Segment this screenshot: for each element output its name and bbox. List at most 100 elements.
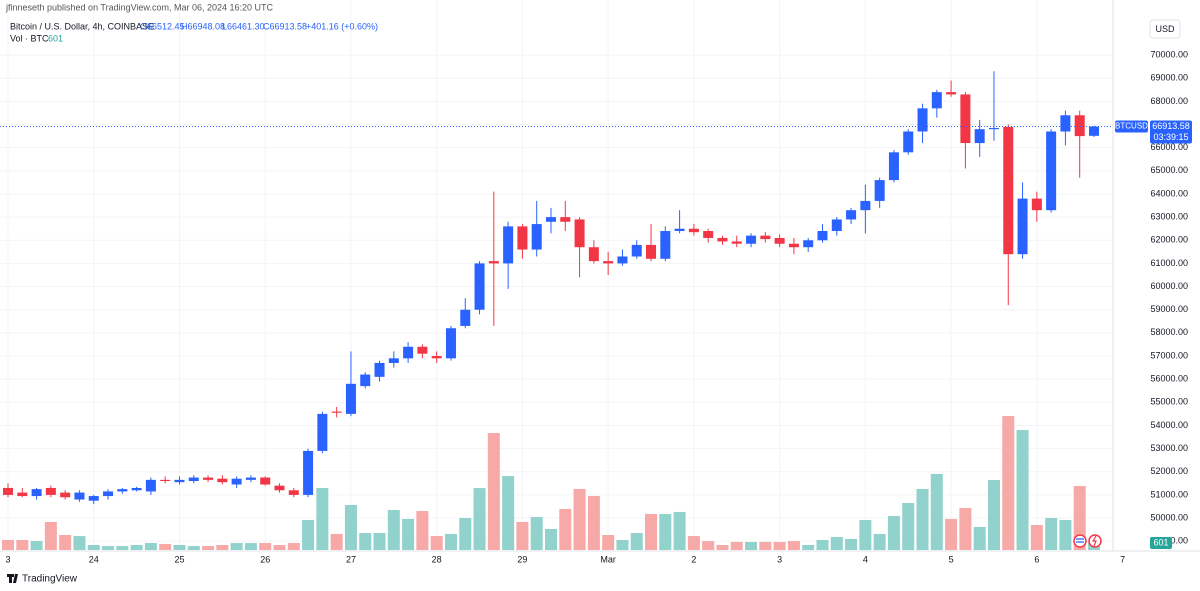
volume-bar (187, 546, 200, 550)
volume-bar (244, 543, 257, 550)
x-tick-label: Mar (600, 554, 616, 564)
volume-bar (273, 545, 286, 550)
y-tick-label: 57000.00 (1150, 350, 1188, 360)
volume-bar (416, 511, 429, 550)
volume-bar (87, 545, 100, 550)
volume-bar (387, 510, 400, 550)
candle-body (946, 92, 957, 95)
x-tick-label: 3 (5, 554, 10, 564)
event-icon[interactable] (1073, 534, 1087, 548)
x-tick-label: 24 (89, 554, 99, 564)
candle-body (846, 210, 857, 220)
y-tick-label: 70000.00 (1150, 49, 1188, 59)
candle-body (588, 247, 599, 262)
candle-body (431, 356, 442, 359)
candle-body (574, 219, 585, 248)
candle-body (646, 244, 657, 259)
ohlc-low: L66461.30 (222, 21, 265, 31)
candle-body (631, 244, 642, 257)
brand-logo (7, 574, 18, 583)
candle-body (103, 491, 114, 497)
currency[interactable]: USD (1155, 24, 1175, 34)
x-tick-label: 5 (949, 554, 954, 564)
volume-bar (687, 536, 700, 550)
candle-body (3, 487, 14, 495)
volume-bar (1030, 525, 1043, 550)
candle-body (403, 346, 414, 359)
x-tick-label: 2 (691, 554, 696, 564)
volume-bar (302, 520, 315, 550)
volume-bar (616, 540, 629, 550)
volume-bar (587, 496, 600, 550)
candle-body (331, 411, 342, 413)
candle-body (1003, 126, 1014, 255)
volume-bar (830, 536, 843, 550)
candle-body (117, 489, 128, 492)
volume-bar (845, 538, 858, 550)
candle-body (731, 241, 742, 244)
volume-bar (787, 541, 800, 550)
y-tick-label: 66000.00 (1150, 142, 1188, 152)
event-icon-glyph (1091, 535, 1097, 547)
candle-body (888, 152, 899, 181)
candle-body (88, 496, 99, 501)
x-tick-label: 28 (432, 554, 442, 564)
volume-bar (259, 543, 272, 550)
y-tick-label: 62000.00 (1150, 235, 1188, 245)
y-tick-label: 68000.00 (1150, 96, 1188, 106)
volume-bar (59, 535, 72, 550)
candle-body (831, 219, 842, 232)
candle-body (531, 224, 542, 250)
y-tick-label: 63000.00 (1150, 212, 1188, 222)
ohlc-open: O66512.45 (140, 21, 185, 31)
volume-bar (559, 508, 572, 550)
volume-bar (645, 513, 658, 550)
volume-bar (344, 505, 357, 550)
volume-bar (759, 541, 772, 550)
currency-box[interactable] (1149, 19, 1181, 39)
candle-body (488, 261, 499, 264)
y-tick-label: 69000.00 (1150, 73, 1188, 83)
y-tick-label: 55000.00 (1150, 397, 1188, 407)
y-tick-label: 64000.00 (1150, 188, 1188, 198)
volume-bar (659, 513, 672, 550)
volume-bar (745, 541, 758, 550)
x-tick-label: 3 (777, 554, 782, 564)
candle-body (545, 217, 556, 222)
candle-body (1074, 115, 1085, 137)
volume-bar (116, 546, 129, 550)
y-tick-label: 51000.00 (1150, 489, 1188, 499)
candle-body (560, 217, 571, 222)
candle-body (717, 237, 728, 242)
candle-body (674, 228, 685, 232)
volume-bar (402, 518, 415, 550)
volume-bar (473, 488, 486, 550)
candle-body (1088, 126, 1099, 136)
volume-bar (173, 545, 186, 550)
volume-bar (430, 536, 443, 550)
volume-bar (802, 545, 815, 550)
ticker-tag: BTCUSD (1115, 122, 1148, 131)
y-tick-label: 53000.00 (1150, 443, 1188, 453)
candle-body (1060, 115, 1071, 132)
symbol-title: Bitcoin / U.S. Dollar, 4h, COINBASE (10, 21, 154, 31)
candle-body (131, 487, 142, 491)
ohlc-close: C66913.58 (263, 21, 307, 31)
volume-bar (673, 511, 686, 550)
volume-bar (459, 518, 472, 550)
candle-body (203, 477, 214, 480)
candle-body (1031, 198, 1042, 211)
volume-value: 601 (48, 33, 63, 43)
candle-body (817, 231, 828, 241)
volume-bar (487, 433, 500, 550)
volume-bar (287, 543, 300, 550)
volume-bar (859, 520, 872, 550)
volume-bar (16, 540, 29, 550)
volume-bar (816, 540, 829, 550)
candle-body (1017, 198, 1028, 255)
volume-bar (573, 488, 586, 550)
volume-bar (930, 473, 943, 550)
volume-bar (987, 480, 1000, 550)
volume-bar (602, 535, 615, 550)
